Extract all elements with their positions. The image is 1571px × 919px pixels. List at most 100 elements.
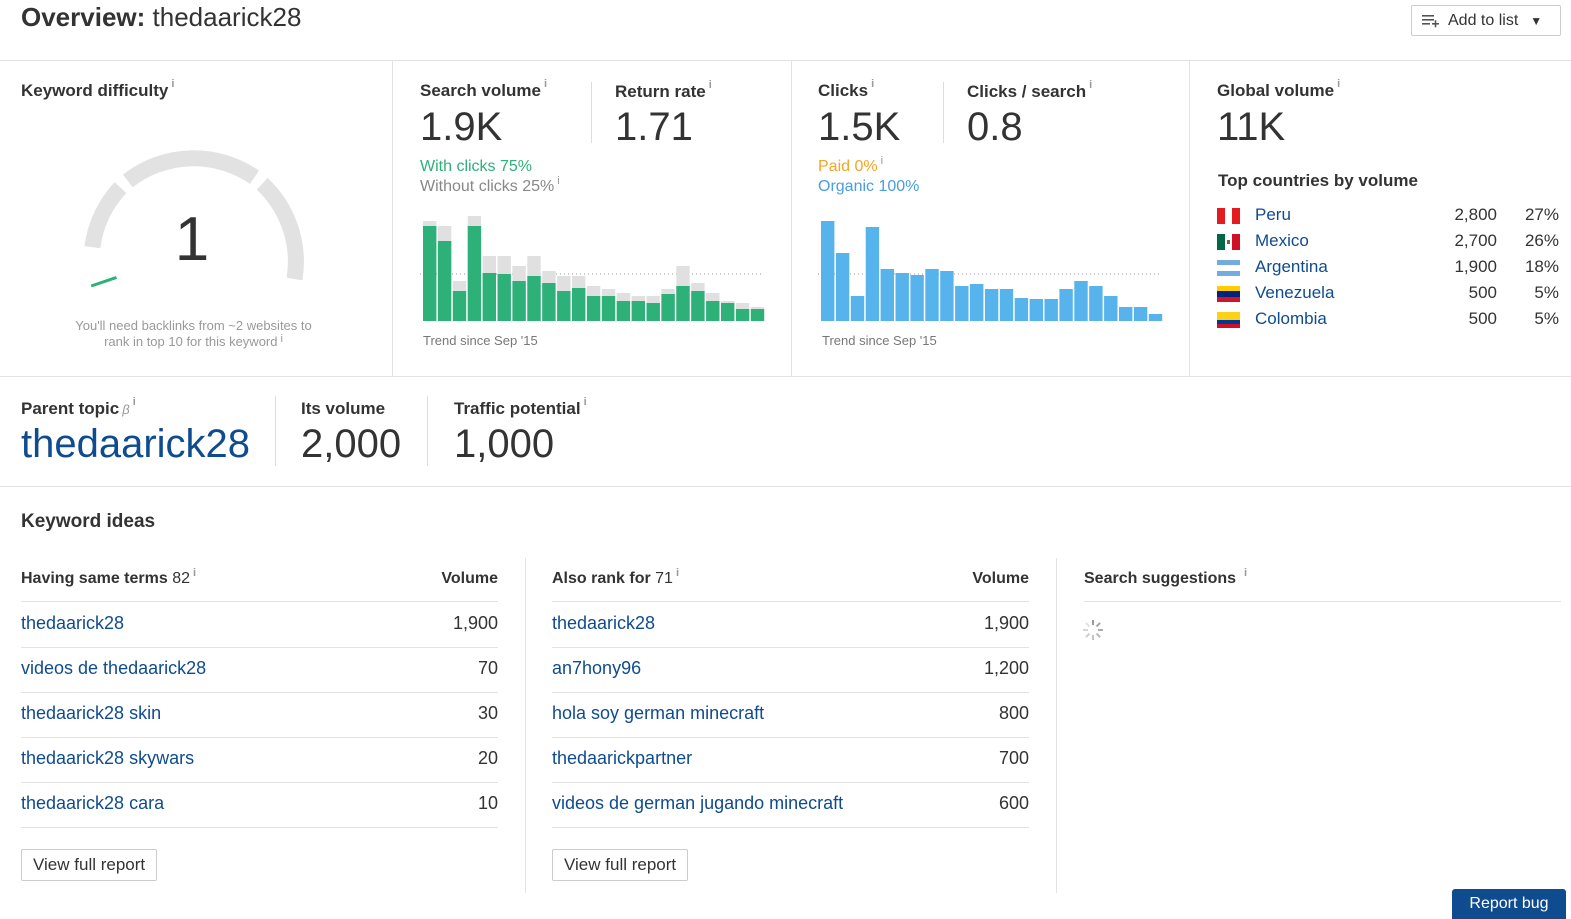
trend-bar: [1014, 298, 1029, 321]
search-volume-value: 1.9K: [420, 105, 503, 149]
keyword-link[interactable]: thedaarick28 skywars: [21, 748, 195, 768]
trend-bar: [1133, 307, 1148, 321]
keyword-link[interactable]: thedaarick28: [552, 613, 656, 633]
trend-bar: [910, 275, 924, 321]
country-percent: 26%: [1524, 231, 1559, 250]
keyword-difficulty-label: Keyword difficulty i: [21, 78, 175, 101]
keyword-volume: 20: [477, 748, 498, 768]
info-icon[interactable]: i: [1244, 567, 1248, 579]
loading-spinner-icon: [1083, 620, 1103, 640]
country-name[interactable]: Peru: [1255, 205, 1291, 224]
title-keyword: thedaarick28: [152, 2, 302, 32]
info-icon[interactable]: i: [132, 396, 136, 408]
trend-bar: [1148, 314, 1163, 321]
country-row: Peru 2,800 27%: [1217, 205, 1561, 231]
paid-clicks-text: Paid 0%: [818, 158, 878, 175]
difficulty-note-line2: rank in top 10 for this keyword: [104, 334, 278, 349]
gauge-fill: [90, 275, 117, 288]
trend-bar: [895, 273, 909, 321]
keyword-link[interactable]: hola soy german minecraft: [552, 703, 765, 723]
gauge-track: [84, 150, 304, 281]
country-name[interactable]: Argentina: [1255, 257, 1328, 276]
info-icon[interactable]: i: [543, 78, 548, 90]
info-icon[interactable]: i: [1337, 78, 1341, 90]
also-rank-count: 71: [655, 570, 673, 587]
country-volume: 500: [1468, 309, 1497, 328]
clicks-trend-label: Trend since Sep '15: [822, 333, 937, 348]
argentina-flag-icon: [1217, 260, 1240, 276]
trend-bar: [835, 253, 850, 321]
same-terms-view-full-report-button[interactable]: View full report: [21, 849, 158, 881]
trend-bar: [955, 286, 969, 321]
search-volume-label: Search volume i: [420, 78, 548, 101]
keyword-link[interactable]: thedaarick28 cara: [21, 793, 165, 813]
country-percent: 5%: [1534, 309, 1559, 328]
info-icon[interactable]: i: [1089, 79, 1093, 91]
info-icon[interactable]: i: [871, 78, 875, 90]
trend-bar: [1044, 299, 1058, 321]
trend-bar: [542, 283, 556, 321]
country-volume: 2,800: [1454, 205, 1497, 224]
country-row: Colombia 500 5%: [1217, 309, 1561, 335]
table-row: thedaarick28 skywars 20: [21, 737, 498, 783]
info-icon[interactable]: i: [675, 567, 679, 579]
search-volume-label-text: Search volume: [420, 81, 541, 100]
traffic-potential-value: 1,000: [454, 422, 555, 466]
its-volume-label: Its volume: [301, 399, 386, 418]
trend-bar: [497, 274, 511, 321]
keyword-volume: 1,200: [983, 658, 1029, 678]
chevron-down-icon: ▼: [1530, 13, 1543, 28]
country-percent: 18%: [1524, 257, 1559, 276]
info-icon[interactable]: i: [192, 567, 197, 579]
info-icon[interactable]: i: [880, 155, 884, 167]
country-volume: 2,700: [1454, 231, 1497, 250]
trend-bar: [616, 301, 631, 321]
keyword-link[interactable]: thedaarickpartner: [552, 748, 693, 768]
country-volume: 1,900: [1454, 257, 1497, 276]
info-icon[interactable]: i: [557, 175, 560, 187]
trend-bar: [880, 269, 894, 321]
clicks-per-search-label: Clicks / search i: [967, 79, 1093, 102]
same-terms-label: Having same terms: [21, 570, 168, 587]
country-name[interactable]: Mexico: [1255, 231, 1309, 250]
clicks-per-search-value: 0.8: [967, 105, 1023, 149]
trend-bar: [1059, 289, 1073, 321]
also-rank-view-full-report-button[interactable]: View full report: [552, 849, 689, 881]
info-icon[interactable]: i: [708, 79, 712, 91]
keyword-volume: 10: [477, 793, 498, 813]
trend-bar: [572, 288, 586, 321]
add-to-list-button[interactable]: Add to list ▼: [1411, 5, 1561, 36]
trend-bar: [865, 227, 880, 321]
country-name[interactable]: Venezuela: [1255, 283, 1335, 302]
keyword-ideas-title: Keyword ideas: [21, 511, 156, 532]
keyword-volume: 70: [477, 658, 498, 678]
trend-bar: [1074, 281, 1088, 321]
info-icon[interactable]: i: [583, 396, 587, 408]
trend-bar: [631, 301, 645, 321]
parent-topic-link[interactable]: thedaarick28: [21, 422, 251, 466]
info-icon[interactable]: i: [280, 333, 283, 345]
divider: [1056, 558, 1057, 893]
report-bug-button[interactable]: Report bug: [1452, 889, 1566, 919]
trend-bar: [1104, 296, 1118, 321]
divider: [1189, 60, 1190, 376]
page-title: Overview: thedaarick28: [21, 2, 301, 33]
country-name[interactable]: Colombia: [1255, 309, 1327, 328]
divider: [21, 601, 498, 602]
country-row: Mexico 2,700 26%: [1217, 231, 1561, 257]
table-row: hola soy german minecraft 800: [552, 692, 1029, 738]
keyword-link[interactable]: thedaarick28 skin: [21, 703, 162, 723]
info-icon[interactable]: i: [171, 78, 175, 90]
its-volume-value: 2,000: [301, 422, 402, 466]
trend-bar: [940, 271, 954, 321]
divider: [392, 60, 393, 376]
keyword-link[interactable]: thedaarick28: [21, 613, 125, 633]
return-rate-label: Return rate i: [615, 79, 712, 102]
keyword-link[interactable]: videos de thedaarick28: [21, 658, 207, 678]
trend-bar: [691, 291, 705, 321]
keyword-link[interactable]: videos de german jugando minecraft: [552, 793, 844, 813]
same-terms-volume-header: Volume: [441, 570, 498, 587]
keyword-link[interactable]: an7hony96: [552, 658, 642, 678]
also-rank-volume-header: Volume: [972, 570, 1029, 587]
table-row: videos de german jugando minecraft 600: [552, 782, 1029, 828]
